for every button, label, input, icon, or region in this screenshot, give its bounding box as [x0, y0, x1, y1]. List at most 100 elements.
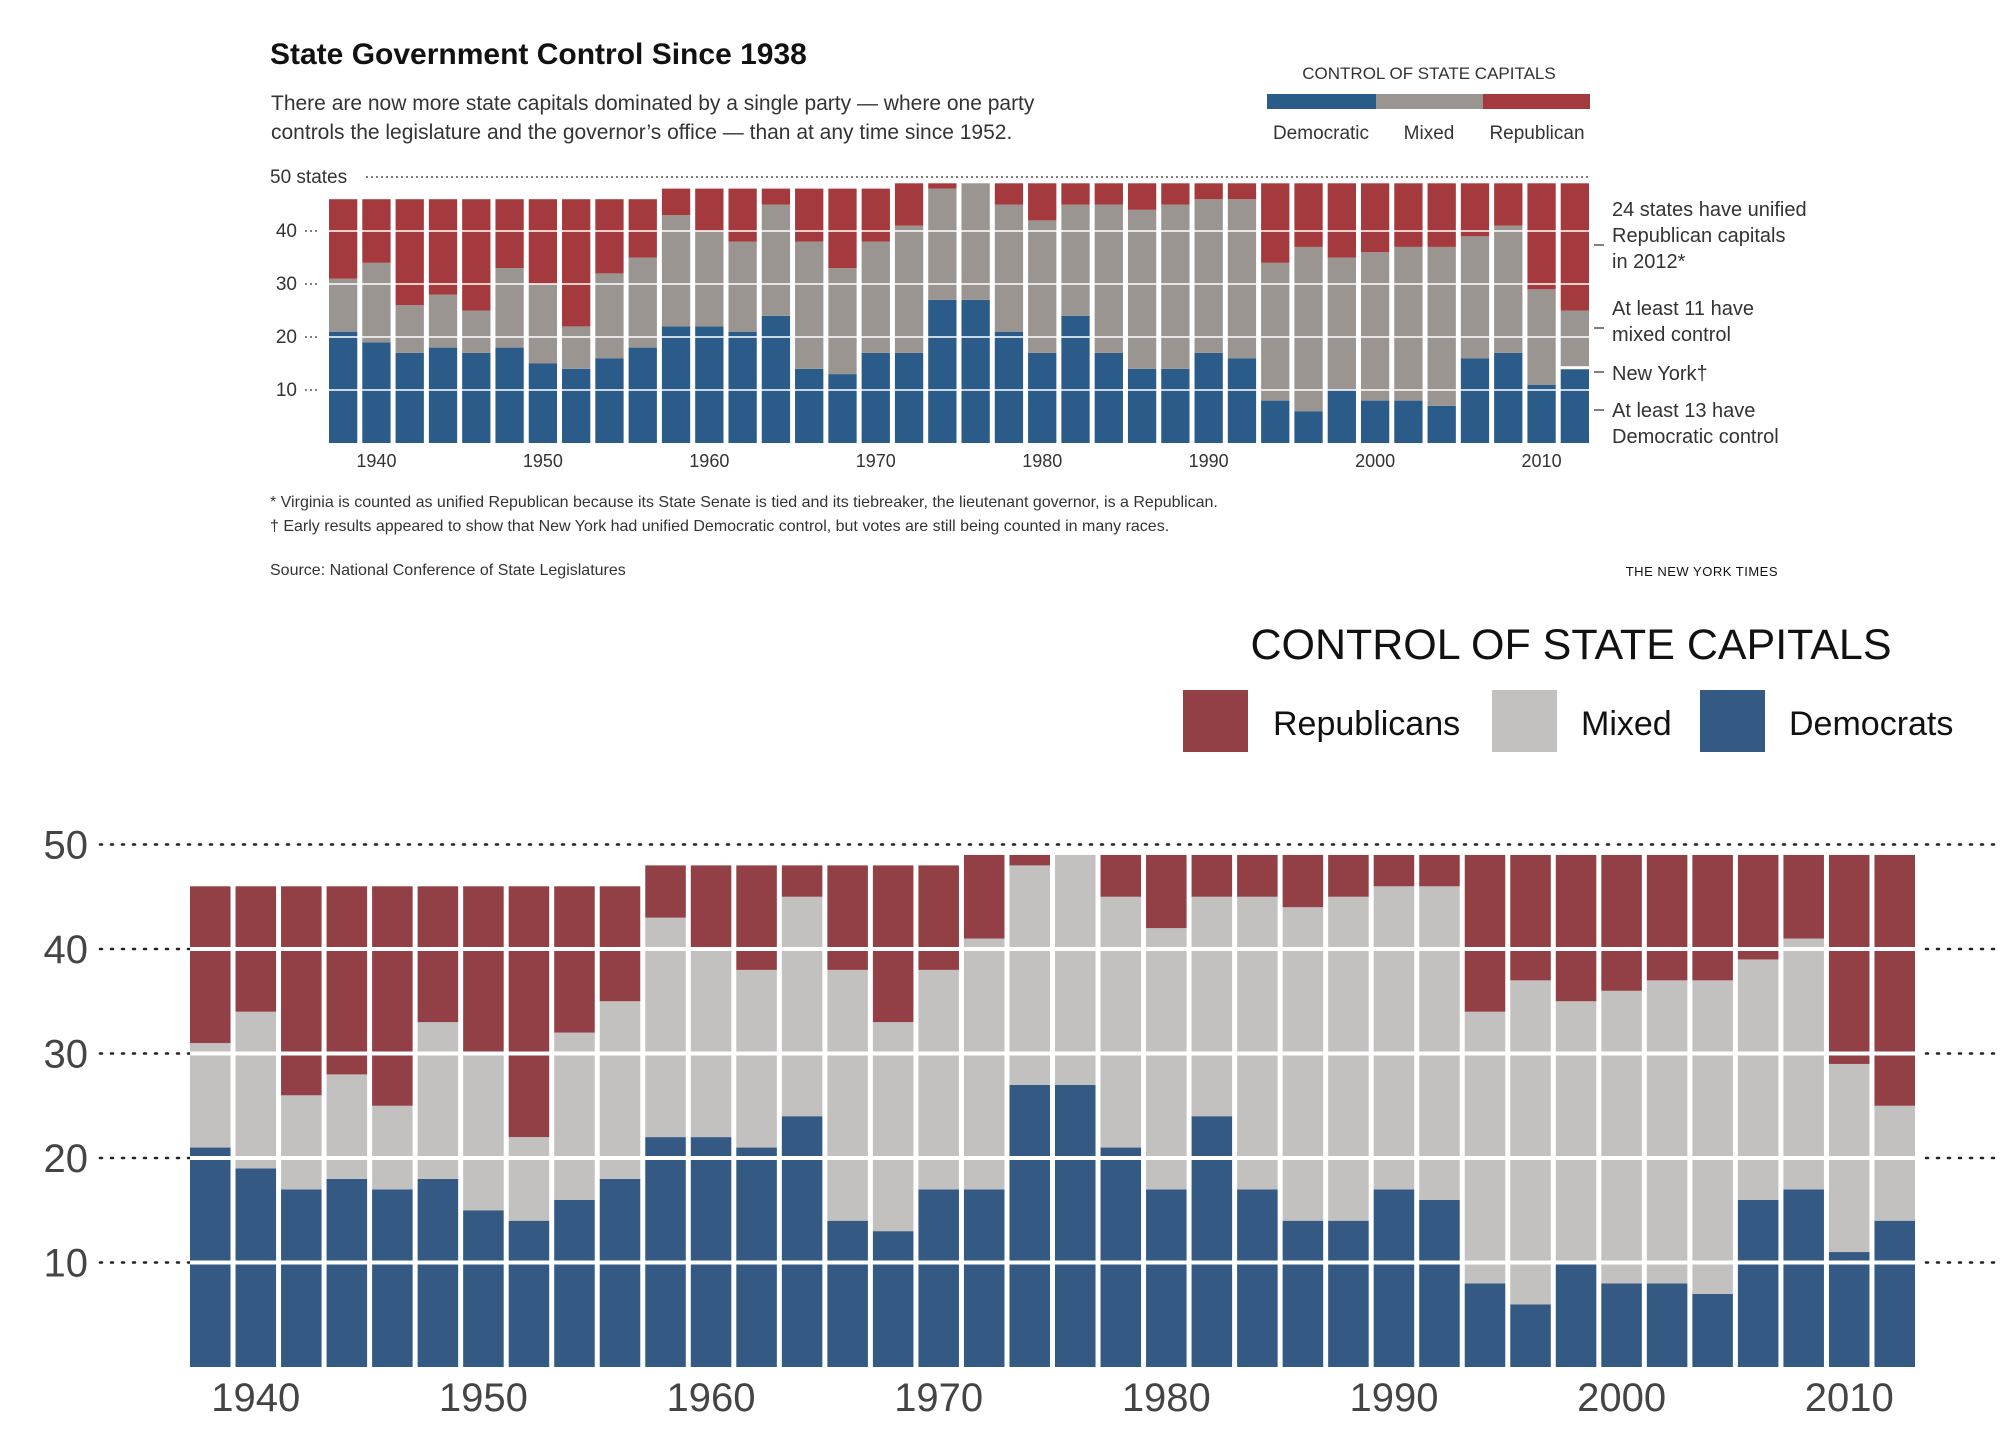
top-bar-1992-democratic	[1227, 358, 1257, 443]
top-bar-2012-democratic	[1560, 368, 1589, 443]
bottom-bar-1964-democrats	[781, 1116, 823, 1367]
bottom-bar-1980-democrats	[1146, 1189, 1187, 1367]
top-bar-1946-democratic	[462, 352, 491, 443]
top-bar-1956-democratic	[628, 347, 657, 443]
top-legend-title: CONTROL OF STATE CAPITALS	[1302, 64, 1555, 83]
top-bar-2000-mixed	[1360, 252, 1390, 401]
bottom-bars	[190, 854, 1915, 1367]
bottom-bar-2004-republicans	[1692, 854, 1733, 981]
top-bar-1964-republican	[761, 188, 791, 205]
bottom-bar-1938-republicans	[190, 886, 231, 1044]
bottom-bar-2004-mixed	[1692, 980, 1733, 1294]
top-bar-1978-democratic	[994, 331, 1024, 443]
bottom-bar-2002-democrats	[1646, 1283, 1688, 1367]
top-bar-1992-mixed	[1227, 199, 1257, 359]
top-bar-1960-republican	[695, 188, 724, 231]
top-bar-2004-republican	[1427, 183, 1456, 247]
bottom-bar-1948-mixed	[417, 1022, 459, 1179]
top-bar-1950-mixed	[528, 284, 558, 364]
bottom-y-tick-label-50: 50	[44, 824, 89, 868]
bottom-bar-1990-democrats	[1373, 1189, 1415, 1367]
bottom-bar-2008-democrats	[1783, 1189, 1824, 1367]
top-bar-1968-republican	[828, 188, 857, 269]
top-annotation-0-line-0: 24 states have unified	[1612, 199, 1807, 221]
top-bar-1982-democratic	[1061, 315, 1090, 443]
top-x-tick-label-1950: 1950	[523, 451, 563, 471]
bottom-bar-1968-republicans	[872, 865, 914, 1023]
bottom-bar-1942-democrats	[281, 1189, 322, 1367]
bottom-bar-1992-republicans	[1419, 854, 1460, 887]
top-legend-swatch-mixed	[1376, 94, 1483, 109]
bottom-y-axis: 10 20 30 40 50	[44, 824, 89, 1286]
bottom-bar-1994-mixed	[1464, 1011, 1506, 1284]
bottom-bar-1992-mixed	[1419, 886, 1460, 1200]
top-bar-1978-republican	[994, 183, 1024, 205]
bottom-bar-1996-republicans	[1510, 854, 1551, 981]
bottom-bar-1968-mixed	[872, 1022, 914, 1232]
top-bar-1940-mixed	[362, 262, 391, 343]
bottom-bar-2000-republicans	[1601, 854, 1642, 991]
bottom-bar-2012-republicans	[1874, 854, 1915, 1106]
bottom-bar-1994-democrats	[1464, 1283, 1506, 1367]
bottom-bar-2006-republicans	[1737, 854, 1779, 960]
bottom-legend-label-democrats: Democrats	[1789, 705, 1953, 743]
bottom-bar-1988-mixed	[1328, 896, 1369, 1221]
top-bar-1944-democratic	[428, 347, 458, 443]
top-bar-1970-democratic	[861, 352, 890, 443]
bottom-bar-1952-republicans	[508, 886, 550, 1138]
top-bar-2012-republican	[1560, 183, 1589, 311]
bottom-bar-2008-mixed	[1783, 938, 1824, 1190]
bottom-bar-1974-mixed	[1009, 865, 1050, 1085]
top-y-top-label: 50 states	[270, 167, 347, 188]
top-bar-1974-democratic	[928, 299, 957, 443]
bottom-x-tick-label-1990: 1990	[1349, 1376, 1438, 1420]
nyt-original-chart: State Government Control Since 1938 Ther…	[270, 38, 1807, 579]
top-credit: THE NEW YORK TIMES	[1626, 564, 1778, 579]
top-bar-1944-republican	[428, 199, 458, 295]
bottom-white-gridlines	[190, 947, 1920, 1265]
bottom-bar-1972-republicans	[963, 854, 1005, 939]
bottom-x-tick-label-1950: 1950	[439, 1376, 528, 1420]
top-bar-1948-mixed	[495, 268, 524, 348]
bottom-bar-1962-democrats	[736, 1147, 777, 1367]
bottom-bar-1984-republicans	[1237, 854, 1278, 897]
top-bar-1952-republican	[562, 199, 591, 327]
top-bar-1990-mixed	[1194, 199, 1223, 353]
bottom-bar-1950-democrats	[463, 1210, 504, 1367]
bottom-bar-1970-republicans	[918, 865, 959, 970]
top-x-tick-label-1940: 1940	[356, 451, 396, 471]
bottom-legend-swatch-democrats	[1700, 690, 1765, 752]
top-bar-1984-mixed	[1094, 204, 1123, 353]
top-subtitle-line1: There are now more state capitals domina…	[271, 92, 1035, 115]
bottom-bar-1986-democrats	[1282, 1220, 1324, 1367]
top-x-tick-label-1980: 1980	[1022, 451, 1062, 471]
top-bar-1974-republican	[928, 183, 957, 189]
top-bars	[329, 183, 1594, 443]
bottom-bar-2010-mixed	[1828, 1063, 1870, 1253]
bottom-y-tick-label-20: 20	[44, 1137, 89, 1181]
top-x-axis: 1940 1950 1960 1970 1980 1990 2000 2010	[356, 451, 1561, 471]
bottom-y-tick-label-30: 30	[44, 1033, 89, 1077]
top-source: Source: National Conference of State Leg…	[270, 562, 626, 579]
top-bar-1986-democratic	[1127, 368, 1157, 443]
bottom-bar-1956-democrats	[599, 1178, 641, 1367]
top-bar-1952-democratic	[562, 368, 591, 443]
bottom-bar-1938-democrats	[190, 1147, 231, 1367]
bottom-bar-2002-republicans	[1646, 854, 1688, 981]
top-bar-1998-mixed	[1327, 257, 1356, 390]
top-bar-1962-mixed	[728, 241, 757, 332]
top-bar-1968-democratic	[828, 374, 857, 443]
top-bar-1988-mixed	[1161, 204, 1190, 369]
bottom-bar-1958-democrats	[645, 1137, 686, 1367]
top-bar-1958-republican	[661, 188, 691, 216]
bottom-legend-swatch-republicans	[1183, 690, 1248, 752]
top-bar-1974-mixed	[928, 188, 957, 300]
bottom-bar-1978-mixed	[1100, 896, 1142, 1148]
bottom-bar-1946-republicans	[372, 886, 413, 1106]
top-bar-1986-mixed	[1127, 209, 1157, 369]
bottom-bar-1974-democrats	[1009, 1084, 1050, 1367]
top-bar-1966-democratic	[795, 368, 824, 443]
top-bar-1992-republican	[1227, 183, 1257, 200]
bottom-x-tick-label-2010: 2010	[1805, 1376, 1894, 1420]
bottom-bar-1978-democrats	[1100, 1147, 1142, 1367]
